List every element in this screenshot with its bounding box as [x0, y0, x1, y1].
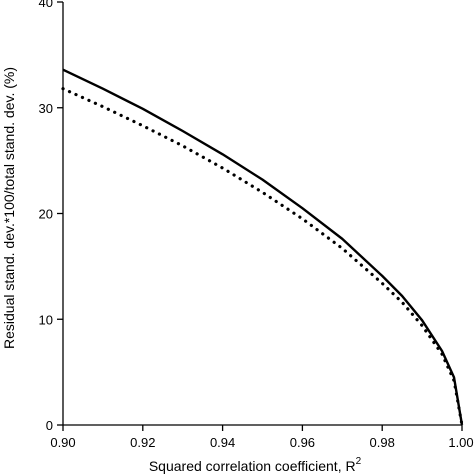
y-axis-title: Residual stand. dev.*100/total stand. de…: [1, 67, 17, 349]
series-layer: [61, 68, 464, 427]
x-axis-title: Squared correlation coefficient, R2: [149, 456, 362, 474]
y-tick-label: 20: [39, 207, 53, 222]
x-axis-ticks: 0.90 0.92 0.94 0.96 0.98 1.00: [50, 425, 474, 450]
y-tick-label: 0: [46, 418, 53, 433]
x-tick-label: 0.94: [210, 435, 235, 450]
x-tick-label: 0.98: [370, 435, 395, 450]
solid-series-line: [62, 68, 464, 426]
y-tick-label: 40: [39, 0, 53, 10]
x-axis-title-superscript: 2: [356, 456, 362, 467]
x-tick-label: 0.96: [290, 435, 315, 450]
y-tick-label: 30: [39, 101, 53, 116]
x-tick-label: 1.00: [448, 435, 473, 450]
x-axis-title-text: Squared correlation coefficient, R: [149, 458, 356, 474]
dotted-series-line: [61, 87, 464, 427]
x-tick-label: 0.92: [130, 435, 155, 450]
y-tick-label: 10: [39, 312, 53, 327]
x-tick-label: 0.90: [50, 435, 75, 450]
y-axis-ticks: 0 10 20 30 40: [39, 0, 63, 433]
